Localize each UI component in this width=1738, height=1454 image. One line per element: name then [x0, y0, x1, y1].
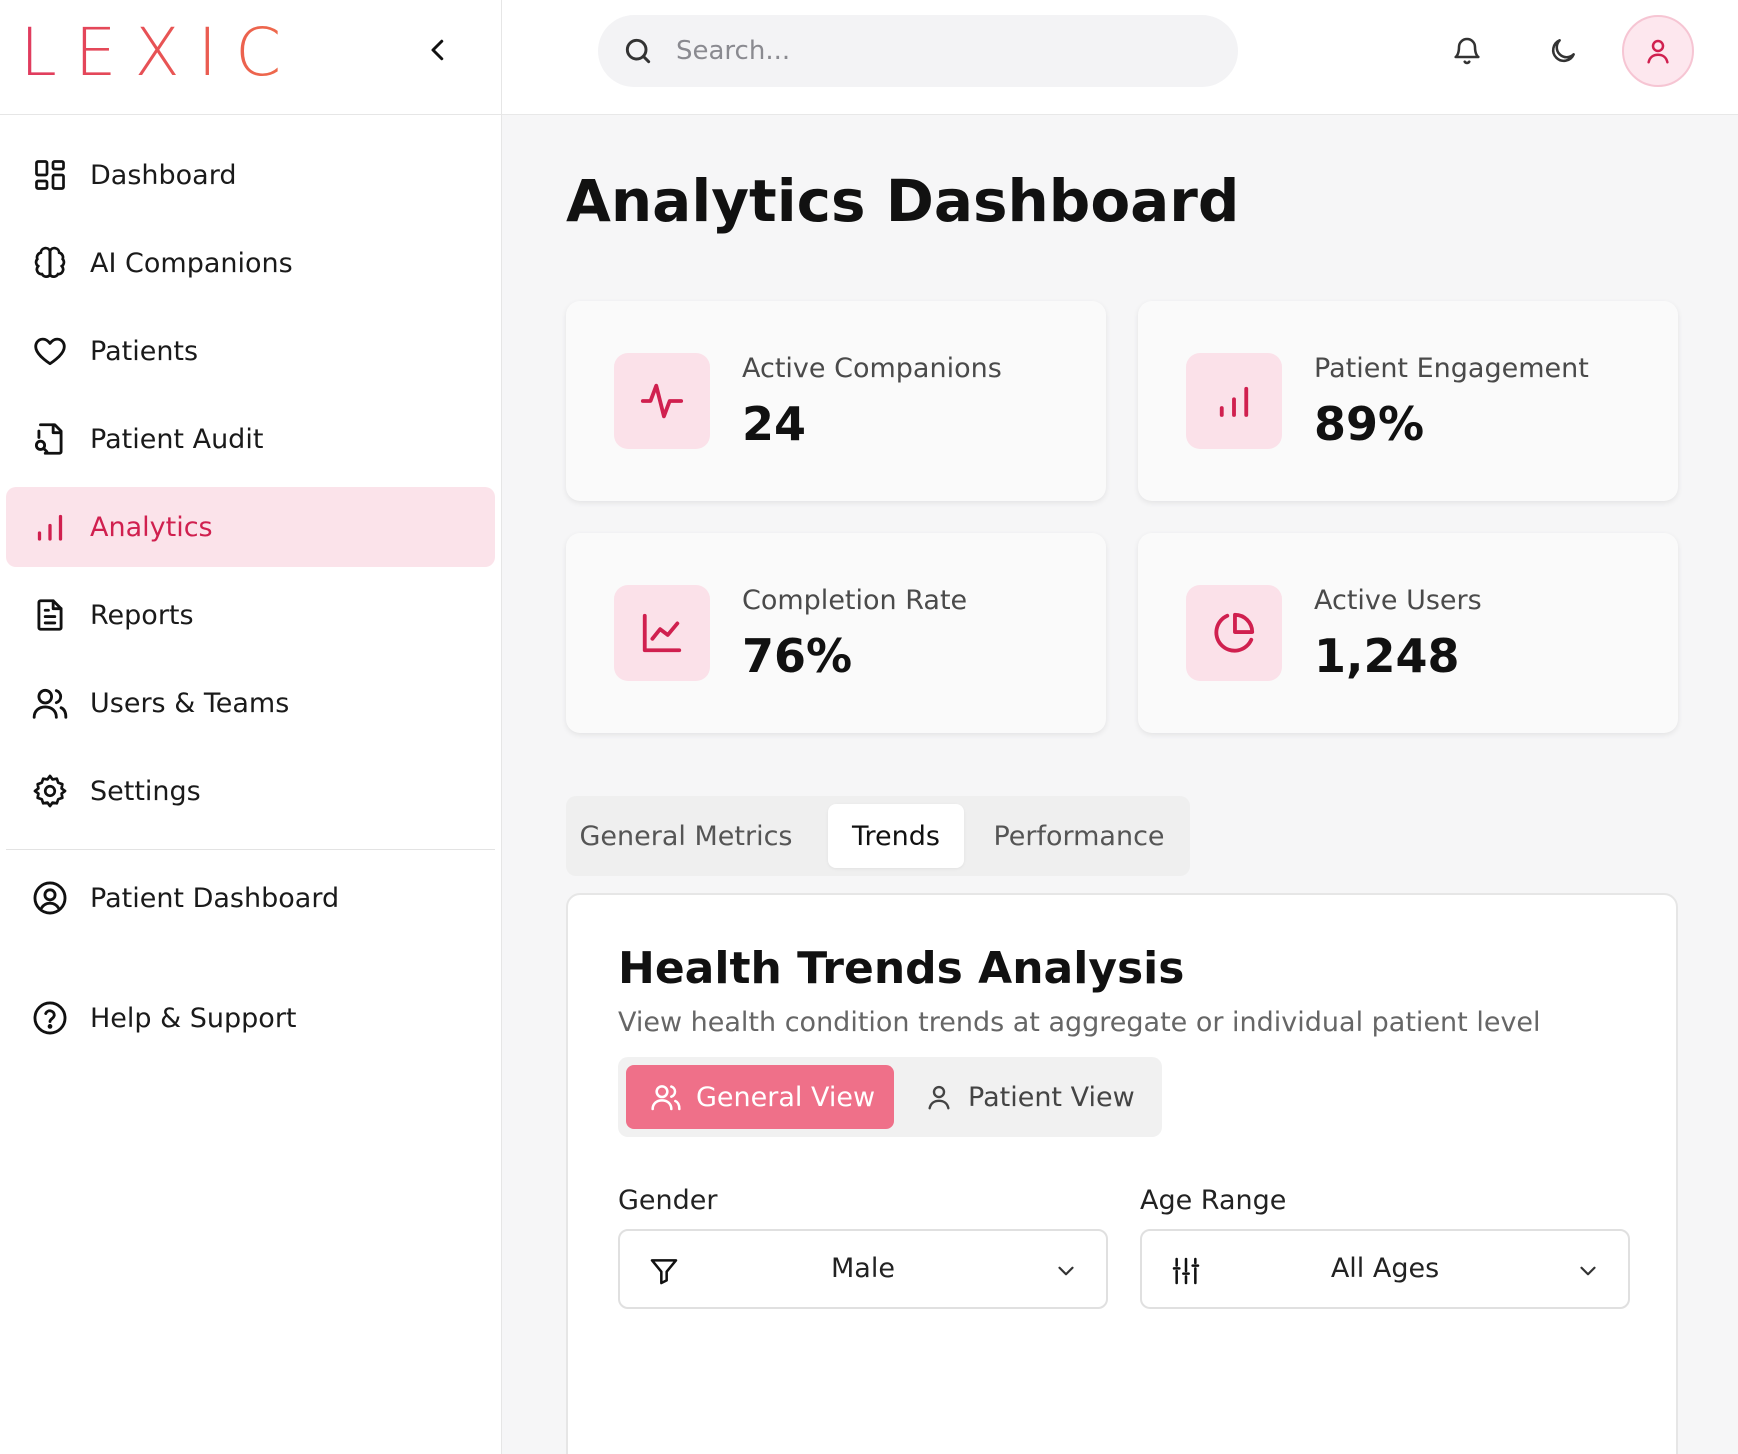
brand-header: LEXIC: [0, 0, 501, 115]
stat-value: 76%: [742, 629, 853, 683]
layout-grid-icon: [30, 155, 70, 195]
sidebar-item-label: Dashboard: [90, 159, 237, 191]
theme-toggle-button[interactable]: [1540, 28, 1586, 74]
logo[interactable]: LEXIC: [20, 14, 300, 91]
sidebar-item-label: Settings: [90, 775, 201, 807]
sidebar-item-label: Reports: [90, 599, 194, 631]
gender-label: Gender: [618, 1185, 718, 1216]
moon-icon: [1551, 39, 1575, 63]
age-range-select[interactable]: All Ages: [1140, 1229, 1630, 1309]
bar-chart-icon: [30, 507, 70, 547]
main-content: Analytics Dashboard Active Companions 24…: [502, 115, 1738, 1454]
sidebar-item-analytics[interactable]: Analytics: [6, 487, 495, 567]
tab-trends[interactable]: Trends: [828, 804, 964, 868]
user-avatar-button[interactable]: [1622, 15, 1694, 87]
search-bar[interactable]: [598, 15, 1238, 87]
patient-view-label: Patient View: [968, 1081, 1135, 1113]
user-icon: [1647, 39, 1669, 64]
file-search-icon: [30, 419, 70, 459]
panel-title: Health Trends Analysis: [618, 943, 1185, 994]
collapse-sidebar-button[interactable]: [420, 32, 456, 68]
brain-icon: [30, 243, 70, 283]
sidebar-item-ai-companions[interactable]: AI Companions: [6, 223, 495, 303]
general-view-label: General View: [696, 1081, 876, 1113]
stat-label: Completion Rate: [742, 585, 968, 616]
age-range-value: All Ages: [1330, 1253, 1440, 1284]
tab-general-metrics[interactable]: General Metrics: [579, 820, 793, 852]
stat-card-active-companions: Active Companions 24: [566, 301, 1106, 501]
sidebar-item-reports[interactable]: Reports: [6, 575, 495, 655]
sidebar-item-patients[interactable]: Patients: [6, 311, 495, 391]
search-input[interactable]: [676, 36, 1196, 66]
activity-icon: [614, 353, 710, 449]
file-text-icon: [30, 595, 70, 635]
stat-card-completion-rate: Completion Rate 76%: [566, 533, 1106, 733]
sidebar-item-label: Users & Teams: [90, 687, 290, 719]
stat-card-patient-engagement: Patient Engagement 89%: [1138, 301, 1678, 501]
sidebar-item-label: Patient Dashboard: [90, 882, 340, 914]
page-title: Analytics Dashboard: [566, 167, 1240, 235]
sidebar-item-help-support[interactable]: Help & Support: [6, 978, 495, 1058]
stat-card-active-users: Active Users 1,248: [1138, 533, 1678, 733]
line-chart-icon: [614, 585, 710, 681]
users-icon: [30, 683, 70, 723]
stat-label: Active Users: [1314, 585, 1482, 616]
search-icon: [625, 38, 651, 64]
stat-label: Patient Engagement: [1314, 353, 1589, 384]
sidebar-item-label: Patients: [90, 335, 199, 367]
sidebar-item-label: AI Companions: [90, 247, 293, 279]
stat-value: 89%: [1314, 397, 1425, 451]
sliders-icon: [1166, 1251, 1206, 1291]
sidebar-item-patient-audit[interactable]: Patient Audit: [6, 399, 495, 479]
chevron-down-icon: [1572, 1255, 1604, 1287]
analytics-tabs: General Metrics Trends Performance: [566, 796, 1190, 876]
users-icon: [650, 1081, 682, 1113]
sidebar-item-label: Patient Audit: [90, 423, 264, 455]
chevron-left-icon: [431, 39, 444, 61]
tab-performance[interactable]: Performance: [993, 820, 1165, 852]
user-icon: [924, 1082, 954, 1112]
topbar: [502, 0, 1738, 115]
age-range-label: Age Range: [1140, 1185, 1287, 1216]
health-trends-panel: Health Trends Analysis View health condi…: [566, 893, 1678, 1454]
sidebar-divider: [6, 849, 495, 850]
sidebar-item-users-teams[interactable]: Users & Teams: [6, 663, 495, 743]
stat-value: 24: [742, 397, 807, 451]
sidebar: LEXIC Dashboard AI Companions Patients: [0, 0, 502, 1454]
sidebar-item-dashboard[interactable]: Dashboard: [6, 135, 495, 215]
chevron-down-icon: [1050, 1255, 1082, 1287]
general-view-button[interactable]: General View: [626, 1065, 894, 1129]
sidebar-nav: Dashboard AI Companions Patients Patient…: [0, 115, 501, 1058]
bell-icon: [1454, 37, 1480, 65]
gear-icon: [30, 771, 70, 811]
sidebar-item-label: Analytics: [90, 511, 213, 543]
stat-label: Active Companions: [742, 353, 1002, 384]
sidebar-item-settings[interactable]: Settings: [6, 751, 495, 831]
bar-chart-icon: [1186, 353, 1282, 449]
filter-icon: [644, 1251, 684, 1291]
sidebar-item-label: Help & Support: [90, 1002, 297, 1034]
stat-value: 1,248: [1314, 629, 1460, 683]
sidebar-item-patient-dashboard[interactable]: Patient Dashboard: [6, 858, 495, 938]
gender-value: Male: [831, 1253, 895, 1284]
notifications-button[interactable]: [1444, 28, 1490, 74]
gender-select[interactable]: Male: [618, 1229, 1108, 1309]
pie-chart-icon: [1186, 585, 1282, 681]
view-toggle: General View Patient View: [618, 1057, 1162, 1137]
panel-subtitle: View health condition trends at aggregat…: [618, 1007, 1541, 1038]
heart-icon: [30, 331, 70, 371]
patient-view-button[interactable]: Patient View: [900, 1065, 1154, 1129]
help-circle-icon: [30, 998, 70, 1038]
user-circle-icon: [30, 878, 70, 918]
